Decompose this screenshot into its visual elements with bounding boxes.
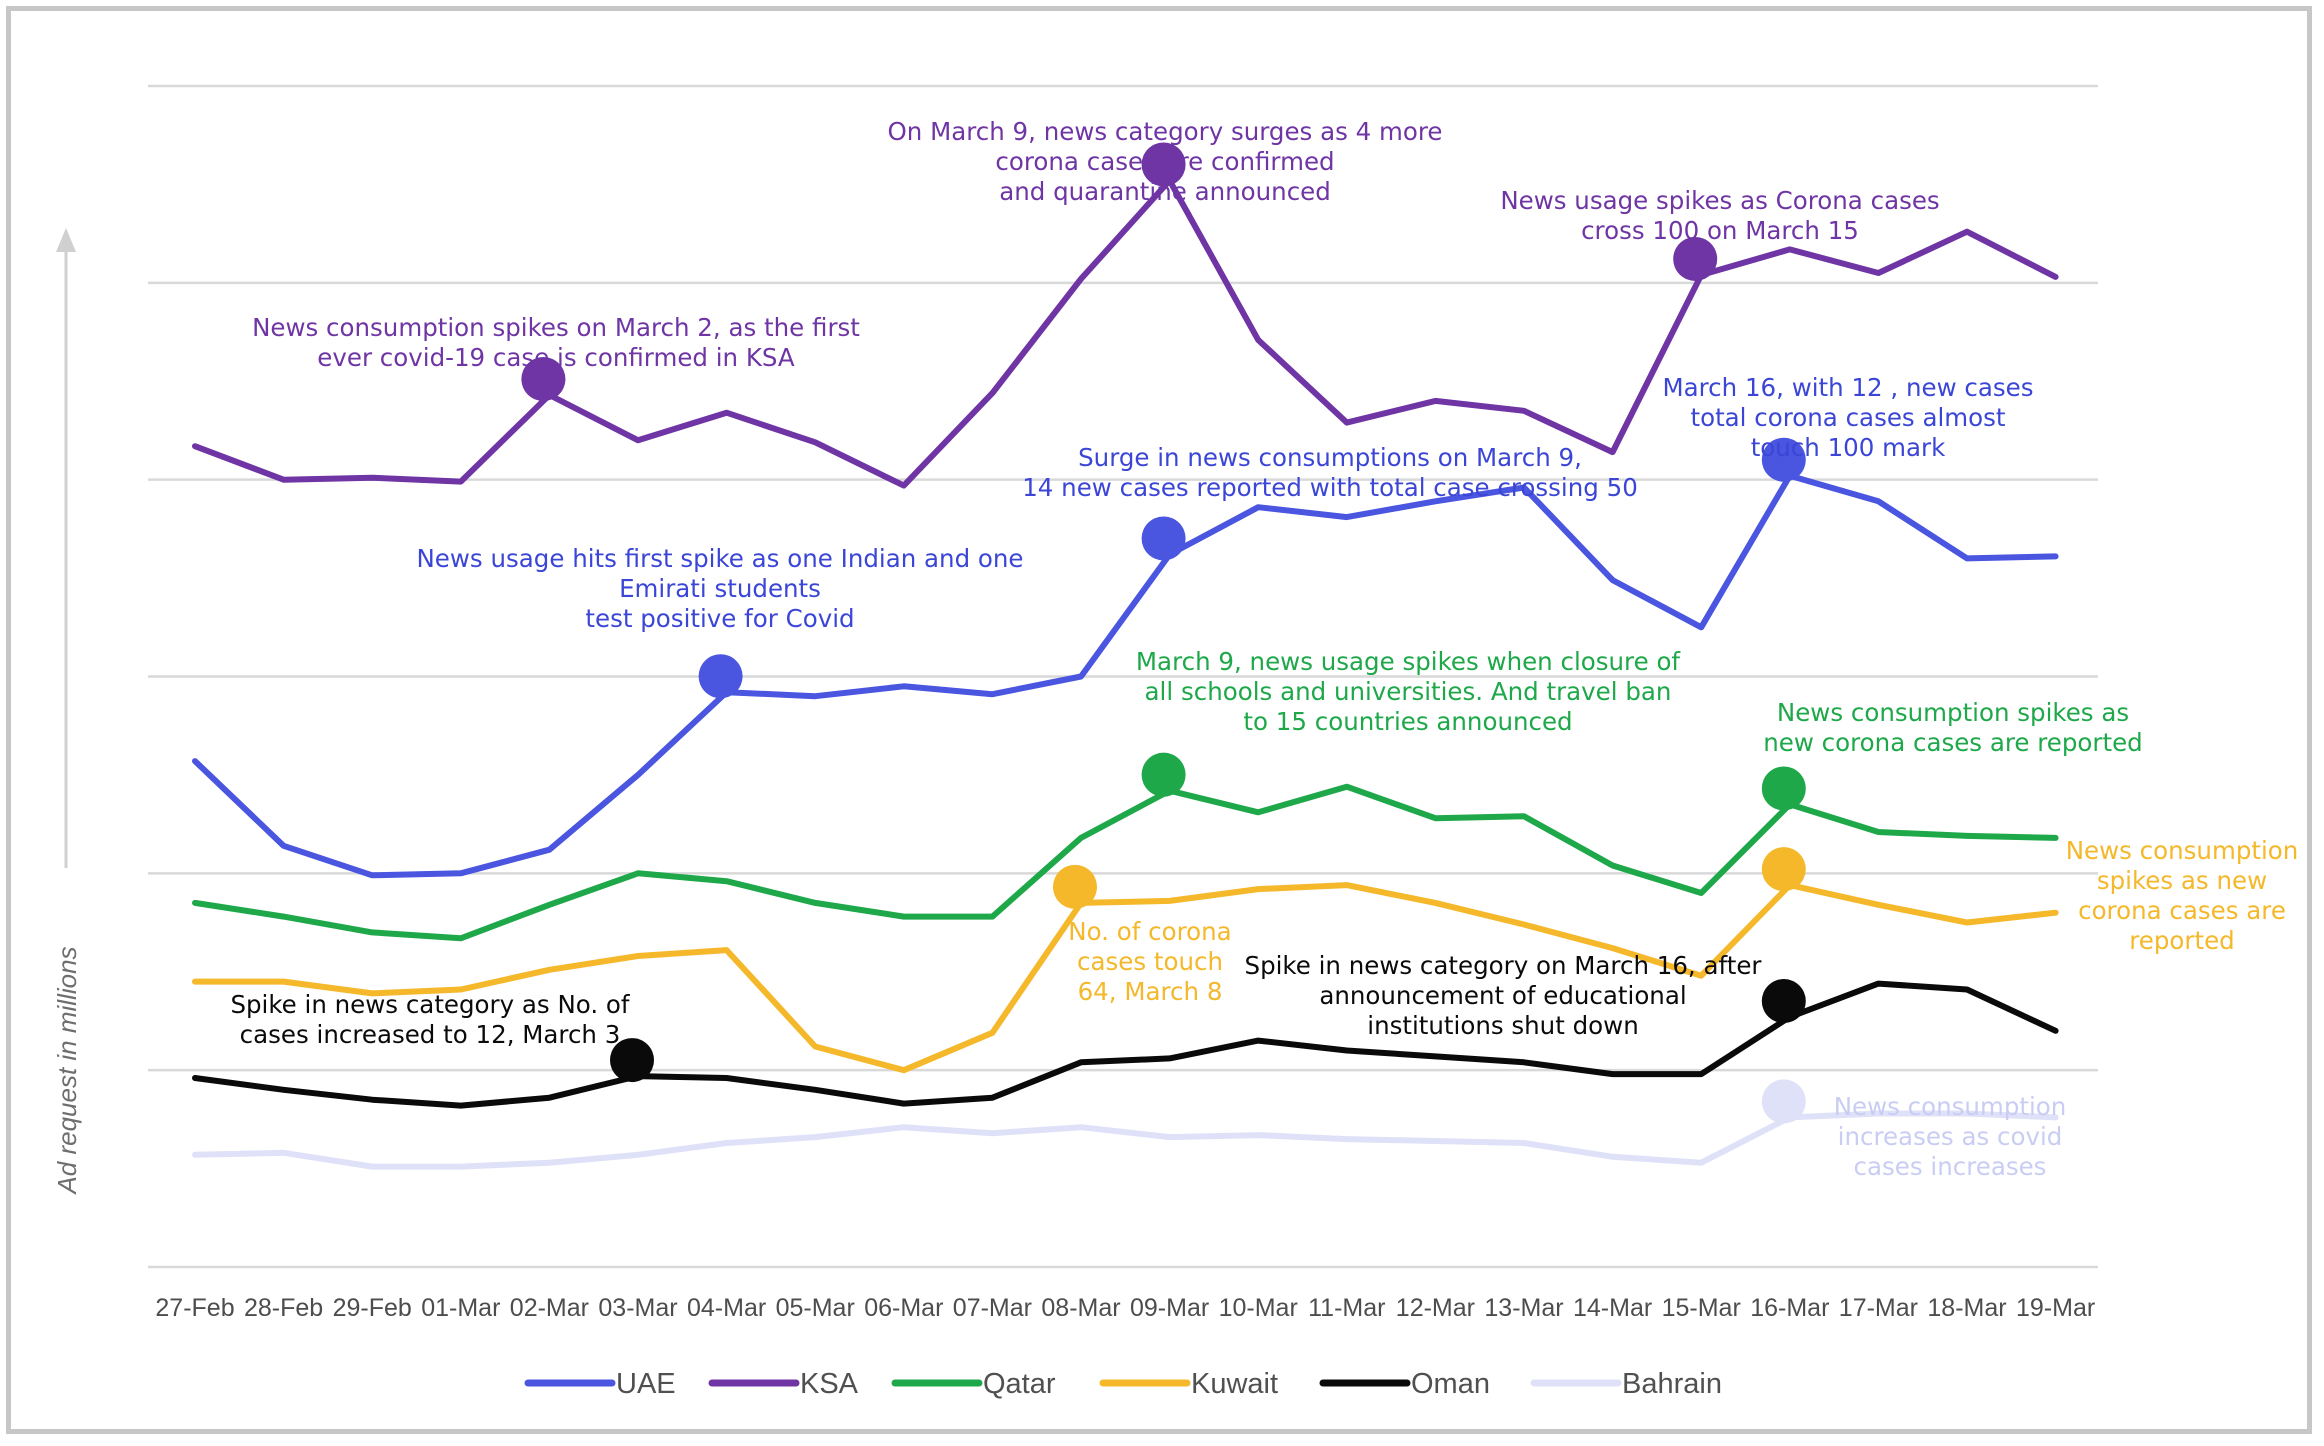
annotation: Surge in news consumptions on March 9, 14… [1022,443,1638,502]
annotation-line: corona cases are [2078,896,2286,925]
highlight-marker-qatar [1761,766,1806,811]
x-tick-label: 08-Mar [1041,1294,1120,1322]
annotation-line: March 16, with 12 , new cases [1662,373,2033,402]
highlight-marker-qatar [1141,752,1186,797]
x-tick-label: 16-Mar [1750,1294,1829,1322]
legend-label-qatar: Qatar [983,1368,1056,1400]
annotation-line: cross 100 on March 15 [1581,216,1859,245]
annotation-line: Emirati students [619,574,821,603]
annotation-line: reported [2129,926,2234,955]
annotation: News usage hits first spike as one India… [416,544,1023,633]
annotation-line: News consumption [2066,836,2299,865]
annotation-line: On March 9, news category surges as 4 mo… [887,117,1442,146]
annotation-line: total corona cases almost [1690,403,2005,432]
annotation-line: cases increases [1854,1152,2047,1181]
x-tick-label: 11-Mar [1308,1294,1385,1322]
annotation-line: spikes as new [2097,866,2267,895]
annotation-line: News consumption spikes as [1777,698,2129,727]
annotation: News usage spikes as Corona cases cross 1… [1500,186,1939,245]
x-tick-label: 09-Mar [1130,1294,1209,1322]
highlight-marker-kuwait [1053,864,1097,909]
x-tick-label: 07-Mar [953,1294,1032,1322]
annotation: No. of corona cases touch 64, March 8 [1068,917,1231,1006]
x-tick-label: 03-Mar [598,1294,677,1322]
annotation-line: 64, March 8 [1078,977,1223,1006]
annotation-line: cases touch [1077,947,1223,976]
y-axis-arrow-head [56,228,76,252]
annotation-line: announcement of educational [1319,981,1686,1010]
annotation-line: March 9, news usage spikes when closure … [1136,647,1682,676]
annotation-line: touch 100 mark [1751,433,1946,462]
annotation-line: 14 new cases reported with total case cr… [1022,473,1638,502]
series-line-kuwait [192,882,2059,1074]
annotation-line: institutions shut down [1367,1011,1638,1040]
legend-label-uae: UAE [616,1368,676,1400]
annotation: March 16, with 12 , new cases total coron… [1662,373,2033,462]
series-line-uae [192,472,2059,879]
highlight-marker-kuwait [1761,847,1806,892]
annotation-line: corona cases are confirmed [995,147,1334,176]
annotation-line: Surge in news consumptions on March 9, [1078,443,1582,472]
annotation-line: cases increased to 12, March 3 [240,1020,621,1049]
annotation-line: News usage hits first spike as one India… [416,544,1023,573]
annotation-line: News consumption [1834,1092,2067,1121]
x-tick-label: 13-Mar [1484,1294,1563,1322]
highlight-marker-ksa [1141,142,1186,187]
x-tick-label: 28-Feb [244,1294,323,1322]
series-line-qatar [192,783,2059,942]
highlight-marker-ksa [521,357,566,402]
x-tick-label: 06-Mar [864,1294,943,1322]
highlight-marker-bahrain [1761,1079,1806,1124]
x-tick-label: 17-Mar [1839,1294,1918,1322]
annotation-line: new corona cases are reported [1763,728,2142,757]
highlight-marker-oman [610,1038,654,1083]
annotation-line: News consumption spikes on March 2, as t… [252,313,860,342]
x-tick-label: 19-Mar [2016,1294,2095,1322]
x-tick-label: 15-Mar [1662,1294,1741,1322]
annotation-line: Spike in news category as No. of [230,990,630,1019]
annotation-line: News usage spikes as Corona cases [1500,186,1939,215]
y-axis-label: Ad request in millions [52,946,82,1195]
highlight-marker-uae [1141,516,1186,561]
annotation: News consumption spikes as new corona cas… [1763,698,2142,757]
series-line-ksa [192,177,2059,489]
x-tick-label: 04-Mar [687,1294,766,1322]
annotation-line: Spike in news category on March 16, afte… [1245,951,1763,980]
annotation-line: test positive for Covid [585,604,854,633]
series-line-bahrain [192,1110,2059,1170]
annotation: March 9, news usage spikes when closure … [1136,647,1682,736]
highlight-marker-ksa [1673,236,1718,281]
highlight-marker-uae [698,654,743,699]
annotation: On March 9, news category surges as 4 mo… [887,117,1442,206]
annotation-line: No. of corona [1068,917,1231,946]
x-tick-label: 12-Mar [1396,1294,1475,1322]
x-tick-label: 27-Feb [155,1294,234,1322]
legend-label-oman: Oman [1411,1368,1490,1400]
annotation-line: ever covid-19 case is confirmed in KSA [317,343,795,372]
x-tick-label: 10-Mar [1219,1294,1298,1322]
annotation-line: and quarantine announced [999,177,1331,206]
annotation: Spike in news category as No. of cases in… [230,990,630,1049]
chart-frame [6,6,2312,1434]
x-tick-label: 05-Mar [776,1294,855,1322]
annotation: News consumption increases as covid cases … [1834,1092,2067,1181]
series-line-oman [192,980,2059,1109]
annotation: Spike in news category on March 16, afte… [1245,951,1763,1040]
annotation-line: to 15 countries announced [1243,707,1572,736]
highlight-marker-uae [1761,437,1806,482]
x-tick-label: 01-Mar [421,1294,500,1322]
legend-label-bahrain: Bahrain [1622,1368,1722,1400]
annotation: News consumption spikes on March 2, as t… [252,313,860,372]
legend-label-ksa: KSA [800,1368,859,1400]
x-tick-label: 29-Feb [333,1294,412,1322]
annotation-line: all schools and universities. And travel… [1145,677,1672,706]
highlight-marker-oman [1761,979,1806,1024]
annotation-line: increases as covid [1838,1122,2063,1151]
x-tick-label: 14-Mar [1573,1294,1652,1322]
legend-label-kuwait: Kuwait [1191,1368,1278,1400]
x-tick-label: 02-Mar [510,1294,589,1322]
x-tick-label: 18-Mar [1927,1294,2006,1322]
annotation: News consumption spikes as new corona case… [2066,836,2299,955]
